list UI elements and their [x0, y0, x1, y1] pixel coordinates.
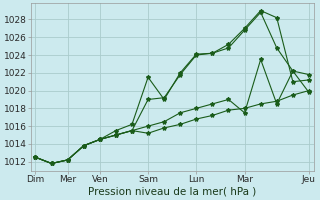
X-axis label: Pression niveau de la mer( hPa ): Pression niveau de la mer( hPa ) [88, 187, 256, 197]
